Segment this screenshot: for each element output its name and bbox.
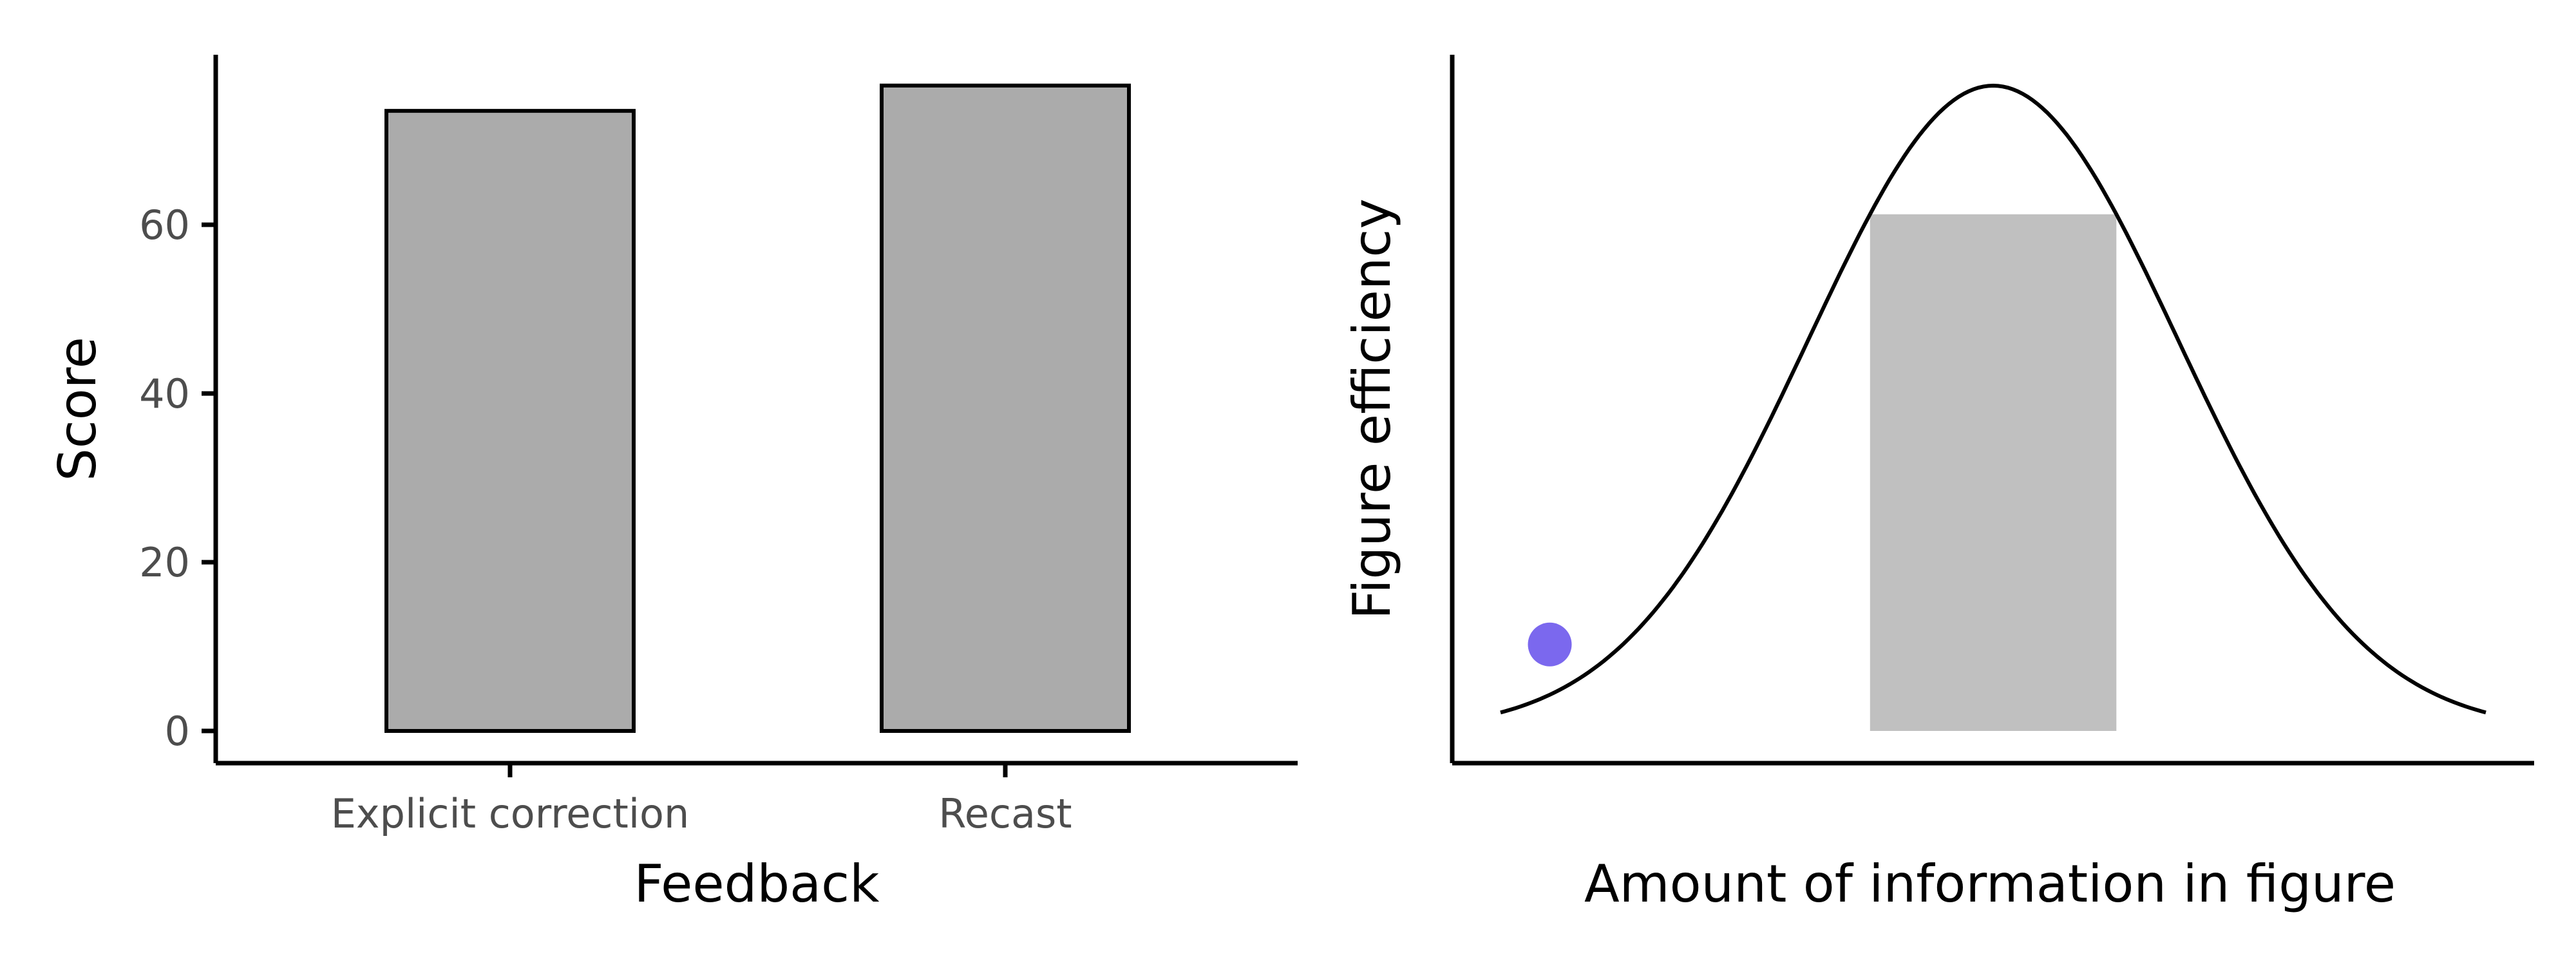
x-axis-title: Feedback (634, 854, 880, 914)
marker-point (1528, 622, 1572, 667)
efficiency-curve (1500, 83, 2486, 715)
y-tick-label: 60 (139, 202, 190, 249)
y-ticks: 0 20 40 60 (139, 202, 216, 755)
bar (880, 83, 1131, 734)
x-axis-title: Amount of information in figure (1584, 854, 2396, 914)
x-tick-label: Explicit correction (331, 790, 690, 837)
y-tick-label: 0 (165, 708, 190, 755)
bar (384, 109, 636, 733)
y-tick-label: 40 (139, 370, 190, 417)
y-axis-title: Score (48, 337, 108, 481)
bar-series (384, 83, 1131, 734)
highlight-band (1870, 214, 2117, 731)
x-ticks: Explicit correction Recast (331, 763, 1072, 837)
y-axis-title: Figure efficiency (1342, 198, 1402, 620)
efficiency-chart-panel: Amount of information in figure Figure e… (1342, 55, 2534, 914)
y-tick-label: 20 (139, 539, 190, 586)
x-tick-label: Recast (938, 790, 1072, 837)
bar-chart-panel: 0 20 40 60 Explicit correction Recast Feedba… (48, 55, 1298, 914)
